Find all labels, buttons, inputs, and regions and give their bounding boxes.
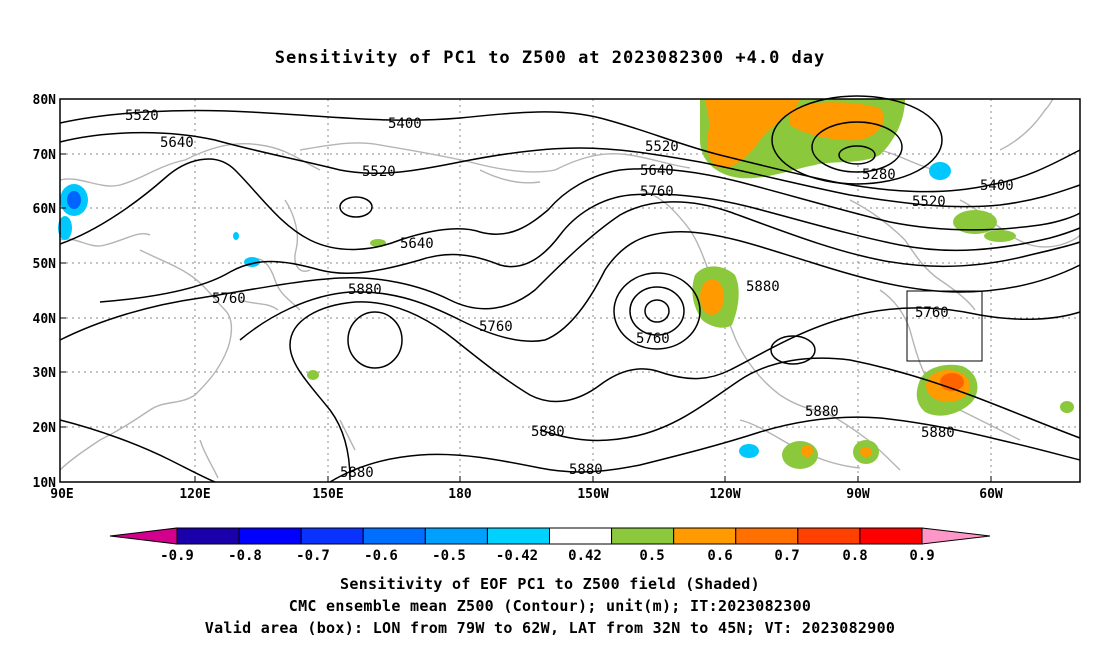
contour-label: 5640 bbox=[160, 135, 194, 151]
contour-label: 5760 bbox=[479, 319, 513, 335]
colorbar-box bbox=[549, 527, 613, 545]
caption: Sensitivity of EOF PC1 to Z500 field (Sh… bbox=[0, 573, 1100, 639]
contour-label: 5760 bbox=[212, 291, 246, 307]
colorbar-box bbox=[238, 527, 302, 545]
contour-label: 5760 bbox=[636, 331, 670, 347]
shade-pacific-nw-orange bbox=[700, 279, 724, 315]
colorbar-box bbox=[797, 527, 861, 545]
valid-area-box bbox=[906, 290, 983, 362]
lat-label: 30N bbox=[33, 366, 57, 381]
colorbar-label: -0.8 bbox=[228, 548, 262, 564]
lat-label: 10N bbox=[33, 476, 57, 491]
colorbar-label: 0.9 bbox=[909, 548, 934, 564]
contour-label: 5520 bbox=[125, 108, 159, 124]
contour-label: 5400 bbox=[388, 116, 422, 132]
contour-label: 5880 bbox=[569, 462, 603, 478]
contour-label: 5880 bbox=[340, 465, 374, 481]
lon-label: 150W bbox=[577, 487, 608, 502]
shade-asia-light-blue-2 bbox=[233, 232, 239, 240]
shaded-regions bbox=[58, 99, 1074, 469]
shade-far-east-green bbox=[1060, 401, 1074, 413]
chart-title: Sensitivity of PC1 to Z500 at 2023082300… bbox=[274, 48, 826, 68]
colorbar-label: -0.9 bbox=[160, 548, 194, 564]
shade-hudson-light-blue bbox=[929, 162, 951, 180]
colorbar-labels: -0.9 -0.8 -0.7 -0.6 -0.5 -0.42 0.42 0.5 … bbox=[160, 548, 935, 564]
shade-labrador-green-2 bbox=[984, 230, 1016, 242]
contour-label: 5760 bbox=[640, 184, 674, 200]
colorbar-box bbox=[735, 527, 799, 545]
colorbar-label: -0.7 bbox=[296, 548, 330, 564]
lat-label: 60N bbox=[33, 202, 57, 217]
grid-lines bbox=[60, 99, 1080, 482]
shade-west-light-blue bbox=[58, 216, 72, 240]
shade-gulf-orange bbox=[860, 447, 872, 457]
lon-label: 60W bbox=[979, 487, 1003, 502]
tick-marks bbox=[60, 98, 992, 482]
shade-arctic-orange-2 bbox=[790, 102, 884, 141]
colorbar-box bbox=[673, 527, 737, 545]
contour-label: 5400 bbox=[980, 178, 1014, 194]
contour-label: 5520 bbox=[362, 164, 396, 180]
contour-label: 5640 bbox=[400, 236, 434, 252]
caption-line-1: Sensitivity of EOF PC1 to Z500 field (Sh… bbox=[340, 575, 760, 593]
colorbar-label: 0.7 bbox=[774, 548, 799, 564]
lat-label: 40N bbox=[33, 312, 57, 327]
colorbar-box bbox=[611, 527, 675, 545]
colorbar-box bbox=[176, 527, 240, 545]
colorbar-label: -0.42 bbox=[496, 548, 538, 564]
colorbar-label: 0.5 bbox=[639, 548, 664, 564]
longitude-labels: 90E 120E 150E 180 150W 120W 90W 60W bbox=[50, 487, 1003, 502]
contour-label: 5880 bbox=[805, 404, 839, 420]
shade-pacific-light-blue bbox=[739, 444, 759, 458]
colorbar-box bbox=[486, 527, 551, 545]
colorbar-box bbox=[362, 527, 426, 545]
shade-siberia-blue bbox=[67, 191, 81, 209]
colorbar-label: -0.5 bbox=[432, 548, 466, 564]
colorbar-box bbox=[424, 527, 488, 545]
shade-mexico-orange bbox=[801, 445, 813, 457]
lon-label: 120E bbox=[179, 487, 210, 502]
colorbar-low-triangle bbox=[109, 527, 178, 545]
colorbar-label: -0.6 bbox=[364, 548, 398, 564]
colorbar-boxes bbox=[176, 527, 923, 545]
shade-bering-green bbox=[370, 239, 386, 247]
lon-label: 150E bbox=[312, 487, 343, 502]
contour-label: 5880 bbox=[348, 282, 382, 298]
contour-label: 5880 bbox=[921, 425, 955, 441]
latitude-labels: 80N 70N 60N 50N 40N 30N 20N 10N bbox=[33, 93, 57, 491]
colorbar-label: 0.8 bbox=[842, 548, 867, 564]
lon-label: 180 bbox=[448, 487, 472, 502]
contour-label: 5520 bbox=[645, 139, 679, 155]
lon-label: 120W bbox=[709, 487, 740, 502]
contour-label: 5280 bbox=[862, 167, 896, 183]
contour-label: 5640 bbox=[640, 163, 674, 179]
colorbar-label: 0.42 bbox=[568, 548, 602, 564]
lon-label: 90E bbox=[50, 487, 73, 502]
contour-labels: 5520 5400 5640 5520 5640 5520 5640 5760 … bbox=[125, 108, 1014, 481]
contour-label: 5880 bbox=[746, 279, 780, 295]
contour-label: 5880 bbox=[531, 424, 565, 440]
lat-label: 50N bbox=[33, 257, 57, 272]
lat-label: 80N bbox=[33, 93, 57, 108]
lat-label: 20N bbox=[33, 421, 57, 436]
colorbar-box bbox=[859, 527, 923, 545]
shade-labrador-green bbox=[953, 210, 997, 234]
shade-arctic-orange bbox=[705, 99, 800, 169]
colorbar-high-triangle bbox=[921, 527, 991, 545]
caption-line-2: CMC ensemble mean Z500 (Contour); unit(m… bbox=[288, 597, 812, 615]
contour-label: 5520 bbox=[912, 194, 946, 210]
caption-line-3: Valid area (box): LON from 79W to 62W, L… bbox=[204, 619, 896, 637]
contour-label: 5760 bbox=[915, 305, 949, 321]
lat-label: 70N bbox=[33, 148, 57, 163]
z500-contours bbox=[59, 95, 1081, 483]
map-frame bbox=[59, 98, 1081, 483]
colorbar: -0.9 -0.8 -0.7 -0.6 -0.5 -0.42 0.42 0.5 … bbox=[109, 527, 991, 564]
lon-label: 90W bbox=[846, 487, 870, 502]
shade-pacific-green bbox=[307, 370, 319, 380]
colorbar-box bbox=[300, 527, 364, 545]
colorbar-label: 0.6 bbox=[707, 548, 732, 564]
sensitivity-map: 5520 5400 5640 5520 5640 5520 5640 5760 … bbox=[33, 93, 1081, 502]
